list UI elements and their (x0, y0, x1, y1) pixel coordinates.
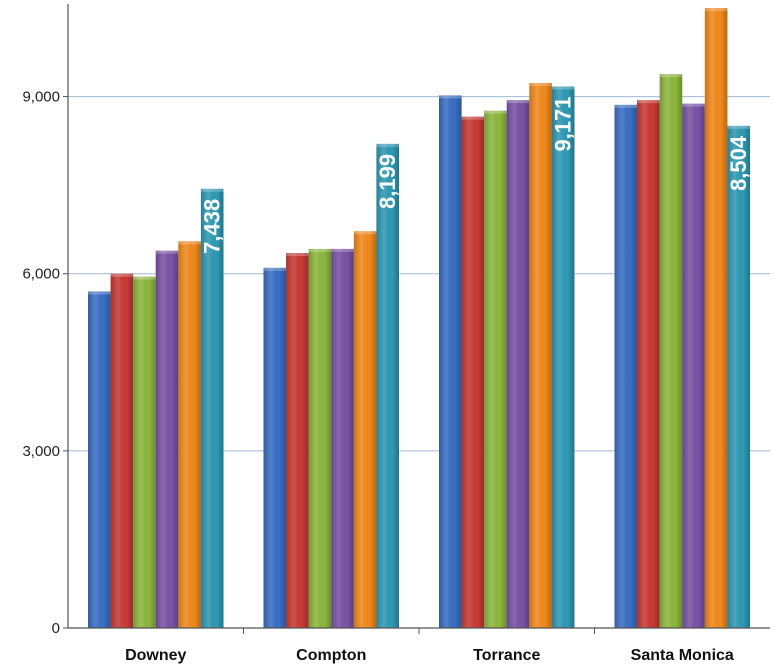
x-category-label: Downey (125, 647, 186, 664)
bar-shade (155, 250, 179, 628)
bar-shade (200, 188, 224, 628)
bar-shade (308, 248, 332, 628)
bar-shade (376, 143, 399, 628)
bar-top-highlight (353, 231, 377, 235)
bar-top-highlight (506, 100, 530, 104)
y-tick-label: 6,000 (22, 266, 60, 283)
bar-top-highlight (704, 8, 728, 11)
bar (376, 143, 399, 628)
bar (529, 82, 552, 628)
bar-shade (506, 100, 530, 629)
bar-shade (461, 116, 485, 629)
x-category-label: Santa Monica (631, 647, 734, 664)
bar-top-highlight (286, 253, 309, 257)
bar-shade (659, 74, 683, 629)
bar-top-highlight (682, 103, 705, 107)
bar-top-highlight (614, 104, 638, 108)
bar-top-highlight (376, 143, 399, 147)
bar (727, 125, 750, 629)
bar-shade (704, 8, 728, 628)
bar-shade (110, 273, 134, 628)
bar (506, 100, 530, 629)
bar (637, 100, 660, 629)
axes (63, 4, 770, 634)
bar-top-highlight (529, 82, 552, 86)
bar (331, 248, 354, 628)
bar-shade (286, 253, 309, 629)
bar (682, 103, 705, 628)
bar (439, 95, 462, 628)
data-label: 8,504 (726, 135, 751, 191)
bar-shade (614, 104, 638, 629)
bar-top-highlight (263, 267, 287, 271)
bar-top-highlight (308, 248, 332, 252)
bars-group (88, 8, 750, 629)
bar-shade (331, 248, 354, 628)
bar-shade (263, 267, 287, 628)
x-category-label: Compton (296, 647, 366, 664)
bar (659, 74, 683, 629)
bar-shade (178, 241, 201, 628)
bar-top-highlight (155, 250, 179, 254)
bar (263, 267, 287, 628)
bar (614, 104, 638, 629)
bar-shade (439, 95, 462, 628)
bar (551, 86, 575, 628)
bar-top-highlight (484, 110, 507, 114)
bar (133, 276, 156, 628)
labels-group: 0 3,000 6,000 9,000 7,438 Downey 8,199 Compton 9… (22, 89, 751, 664)
bar-top-highlight (200, 188, 224, 192)
bar (110, 273, 134, 628)
bar-shade (484, 110, 507, 628)
bar-shade (133, 276, 156, 628)
bar-shade (551, 86, 575, 628)
bar-top-highlight (110, 273, 134, 277)
y-tick-label: 0 (52, 620, 60, 637)
bar (286, 253, 309, 629)
bar-top-highlight (88, 291, 111, 295)
bar (308, 248, 332, 628)
bar-shade (529, 82, 552, 628)
bar (178, 241, 201, 628)
bar-top-highlight (133, 276, 156, 280)
bar (484, 110, 507, 628)
bar-top-highlight (331, 248, 354, 252)
bar-top-highlight (439, 95, 462, 99)
bar-top-highlight (727, 125, 750, 129)
bar (704, 8, 728, 628)
bar-top-highlight (637, 100, 660, 104)
bar-top-highlight (461, 116, 485, 120)
bar (88, 291, 111, 628)
bar-top-highlight (659, 74, 683, 78)
bar (461, 116, 485, 629)
data-label: 7,438 (200, 199, 225, 254)
bar-shade (727, 125, 750, 629)
bar-top-highlight (178, 241, 201, 245)
bar-shade (88, 291, 111, 628)
bar-shade (353, 231, 377, 628)
data-label: 8,199 (375, 154, 400, 209)
x-category-label: Torrance (473, 647, 540, 664)
data-label: 9,171 (551, 96, 576, 151)
bar (155, 250, 179, 628)
y-tick-label: 3,000 (22, 443, 60, 460)
y-tick-label: 9,000 (22, 89, 60, 106)
bar (353, 231, 377, 628)
bar-shade (682, 103, 705, 628)
bar (200, 188, 224, 628)
bar-top-highlight (551, 86, 575, 90)
bar-shade (637, 100, 660, 629)
